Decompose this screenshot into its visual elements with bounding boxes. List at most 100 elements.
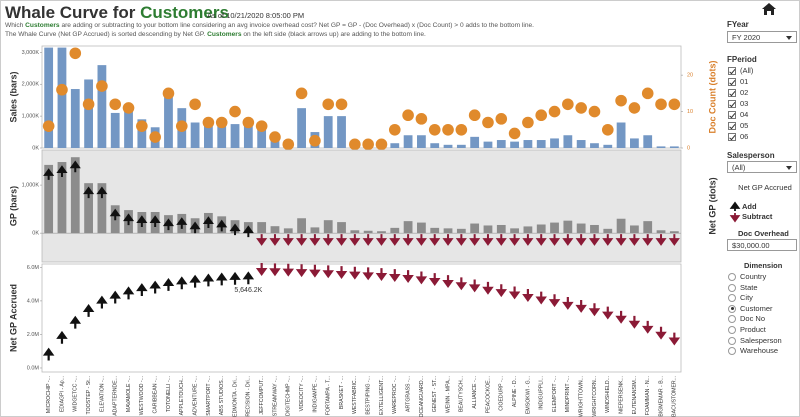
checkbox-option[interactable]: (All) (728, 66, 753, 76)
radio-option[interactable]: Product (728, 325, 766, 335)
x-tick-label: WRIGHTCORN... (592, 376, 598, 417)
arrow (109, 290, 121, 304)
bar (563, 135, 573, 148)
bar (603, 144, 613, 148)
arrow (628, 315, 641, 329)
bar (576, 223, 586, 234)
arrow (109, 208, 121, 221)
x-tick-label: BESTPIPING -... (366, 376, 372, 415)
y2-axis-title: Doc Count (dots) (707, 61, 717, 134)
bar (270, 226, 280, 234)
checkbox-option[interactable]: 06 (728, 132, 748, 142)
radio-option[interactable]: Warehouse (728, 346, 778, 356)
checkbox-option[interactable]: 01 (728, 77, 748, 87)
bar (417, 135, 426, 148)
home-icon[interactable] (762, 3, 776, 15)
salesperson-dropdown[interactable]: (All) (727, 161, 797, 173)
checkbox-option[interactable]: 02 (728, 88, 748, 98)
radio-option[interactable]: State (728, 283, 758, 293)
y-tick-label: 1,000K (22, 183, 40, 189)
arrow (162, 218, 175, 231)
y-tick-label: 3,000K (22, 50, 40, 56)
dot (388, 123, 401, 136)
bar (70, 157, 80, 234)
description: Which Customers are adding or subtractin… (5, 21, 534, 39)
arrow (468, 279, 481, 293)
bar (496, 224, 506, 234)
bar (337, 116, 346, 148)
arrow (362, 267, 374, 281)
arrow (69, 315, 82, 329)
x-tick-label: VIDEOCITY -... (299, 376, 305, 411)
description-text: Customers (25, 22, 60, 29)
bar (363, 230, 373, 234)
arrow (575, 299, 587, 313)
y2-tick-label: 0 (687, 145, 690, 151)
checkbox-option[interactable]: 03 (728, 99, 748, 109)
bar (297, 218, 306, 234)
bar (470, 136, 480, 148)
arrow (162, 278, 175, 291)
bar (456, 144, 466, 148)
x-tick-label: EXTELLIGENT... (379, 376, 385, 415)
arrow (668, 234, 680, 246)
fyear-dropdown[interactable]: FY 2020 (727, 31, 797, 43)
arrow (202, 216, 214, 228)
dot (362, 138, 374, 151)
dot (269, 131, 281, 143)
x-tick-label: SMARTPORT -... (206, 376, 212, 416)
arrow (83, 186, 95, 199)
arrow (309, 234, 321, 246)
arrow (149, 280, 161, 294)
bar (616, 122, 626, 148)
dot (402, 109, 414, 122)
arrow (189, 221, 201, 234)
radio-option[interactable]: Customer (728, 304, 773, 314)
arrow (216, 219, 228, 232)
checkbox-option[interactable]: 04 (728, 110, 748, 120)
arrow (668, 332, 681, 346)
doc-overhead-input[interactable]: $30,000.00 (727, 239, 797, 251)
legend-title: Net GP Accrued (738, 183, 792, 192)
description-text: Customers (207, 31, 242, 38)
x-tick-label: ELEVATION -... (99, 376, 105, 412)
arrow (375, 268, 388, 281)
dot (149, 131, 161, 143)
bar (70, 89, 80, 148)
arrow (242, 225, 254, 238)
bar (243, 122, 253, 148)
dot (215, 116, 228, 129)
radio-option[interactable]: Country (728, 272, 766, 282)
arrow (428, 273, 441, 287)
arrow (402, 270, 414, 283)
bar (84, 183, 93, 234)
bar (590, 224, 599, 234)
arrow (642, 234, 654, 246)
legend-entry[interactable]: Subtract (742, 212, 773, 221)
x-tick-label: BIGMEMAR - B... (658, 376, 664, 417)
arrow (375, 234, 388, 246)
x-tick-label: INDIGAMPE -... (312, 376, 318, 413)
bar (496, 140, 506, 148)
radio-option[interactable]: Salesperson (728, 336, 782, 346)
arrow (256, 234, 268, 246)
legend-entry[interactable]: Add (742, 202, 757, 211)
radio-option[interactable]: Doc No (728, 314, 765, 324)
x-tick-label: CARIBBEAN -... (153, 376, 159, 413)
arrow (296, 234, 308, 246)
x-tick-label: MICROCHIP -... (46, 376, 52, 413)
arrow (522, 234, 534, 246)
radio-option[interactable]: City (728, 293, 753, 303)
y-tick-label: 2.0M (27, 332, 40, 338)
bar (217, 122, 227, 148)
x-tick-label: EUTENANSIM... (632, 376, 638, 414)
bar (337, 222, 346, 234)
bar (310, 227, 320, 234)
bar (164, 97, 173, 148)
arrow (415, 234, 427, 246)
bar (57, 47, 67, 148)
bar (110, 112, 120, 148)
checkbox-option[interactable]: 05 (728, 121, 748, 131)
bar (483, 141, 493, 148)
